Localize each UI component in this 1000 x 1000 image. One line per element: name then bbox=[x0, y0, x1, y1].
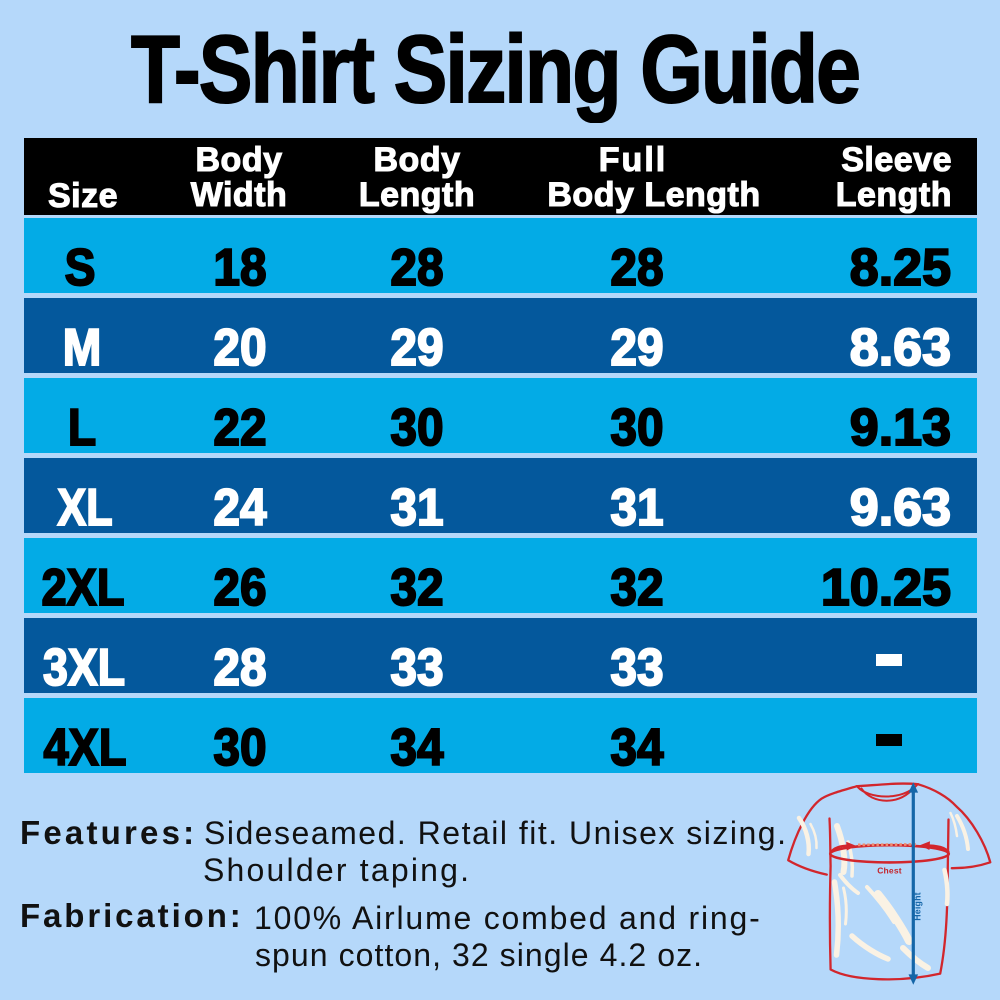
svg-text:Height: Height bbox=[913, 892, 923, 921]
svg-text:Chest: Chest bbox=[877, 866, 902, 876]
